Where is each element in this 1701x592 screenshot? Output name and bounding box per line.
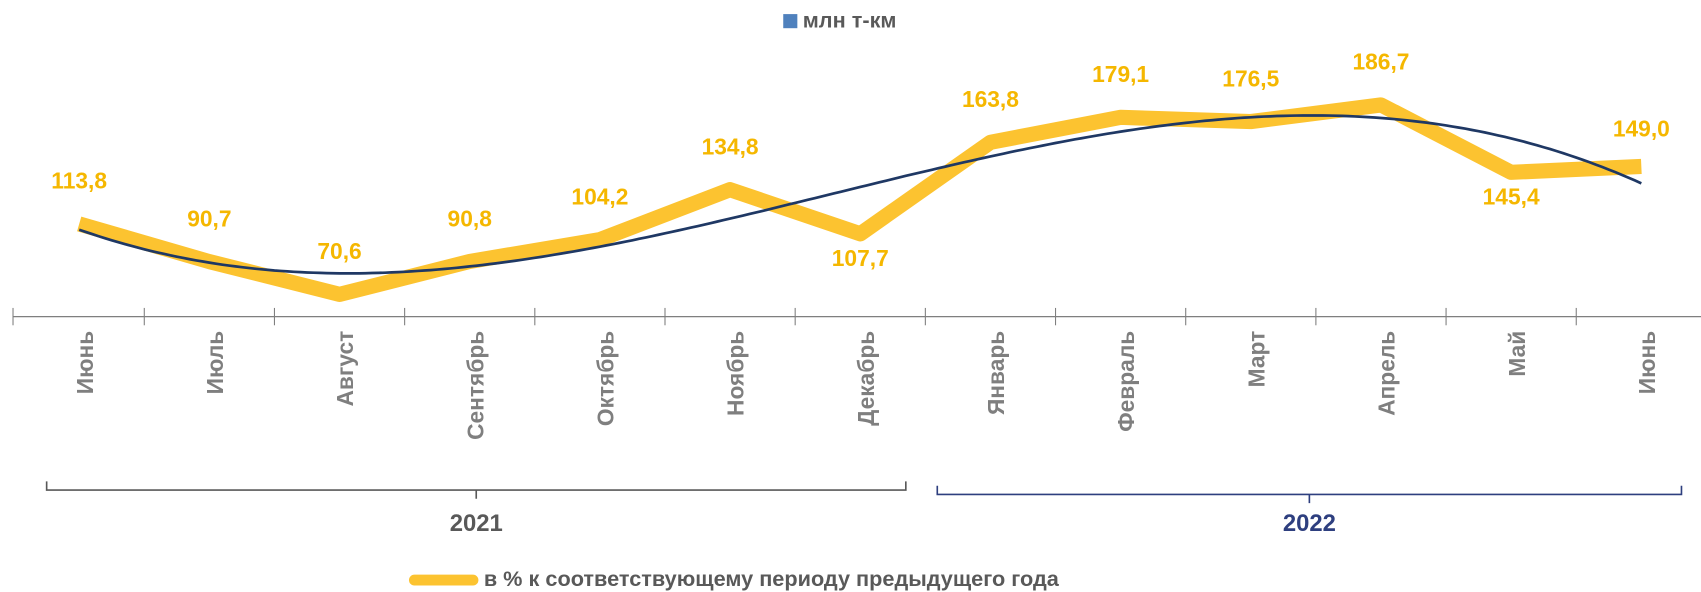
group-label: 2022 <box>1283 510 1336 537</box>
x-tick-label: Декабрь <box>853 331 879 426</box>
legend-label: в % к соответствующему периоду предыдуще… <box>484 566 1060 591</box>
data-label: 113,8 <box>51 168 107 194</box>
data-label: 149,0 <box>1613 116 1670 142</box>
data-label: 186,7 <box>1352 49 1409 75</box>
x-tick-label: Май <box>1504 331 1530 377</box>
x-tick-label: Июнь <box>1634 331 1660 395</box>
legend-label: млн т-км <box>803 7 897 32</box>
data-label: 90,8 <box>448 205 492 231</box>
x-tick-label: Июнь <box>72 331 98 395</box>
group-bracket <box>936 485 1683 504</box>
data-label: 104,2 <box>571 183 628 209</box>
data-label: 134,8 <box>702 133 759 159</box>
x-tick-label: Январь <box>983 331 1009 415</box>
x-tick-label: Апрель <box>1374 331 1400 416</box>
data-label: 90,7 <box>187 205 231 231</box>
data-label: 163,8 <box>962 86 1019 112</box>
x-tick-label: Август <box>332 331 358 407</box>
x-tick-label: Октябрь <box>593 331 619 426</box>
legend-swatch <box>783 14 798 29</box>
data-label: 107,7 <box>832 245 889 271</box>
line-series <box>77 97 1642 302</box>
data-label: 70,6 <box>317 238 361 264</box>
data-label: 179,1 <box>1092 61 1149 87</box>
x-tick-label: Март <box>1243 331 1269 388</box>
group-label: 2021 <box>450 510 503 537</box>
data-label: 176,5 <box>1222 65 1279 91</box>
trend-line <box>78 114 1642 275</box>
group-bracket <box>45 481 907 499</box>
x-tick-label: Сентябрь <box>462 331 488 440</box>
x-tick-label: Ноябрь <box>723 331 749 416</box>
x-tick-label: Февраль <box>1113 331 1139 432</box>
data-label: 145,4 <box>1483 183 1540 209</box>
x-tick-label: Июль <box>202 331 228 395</box>
